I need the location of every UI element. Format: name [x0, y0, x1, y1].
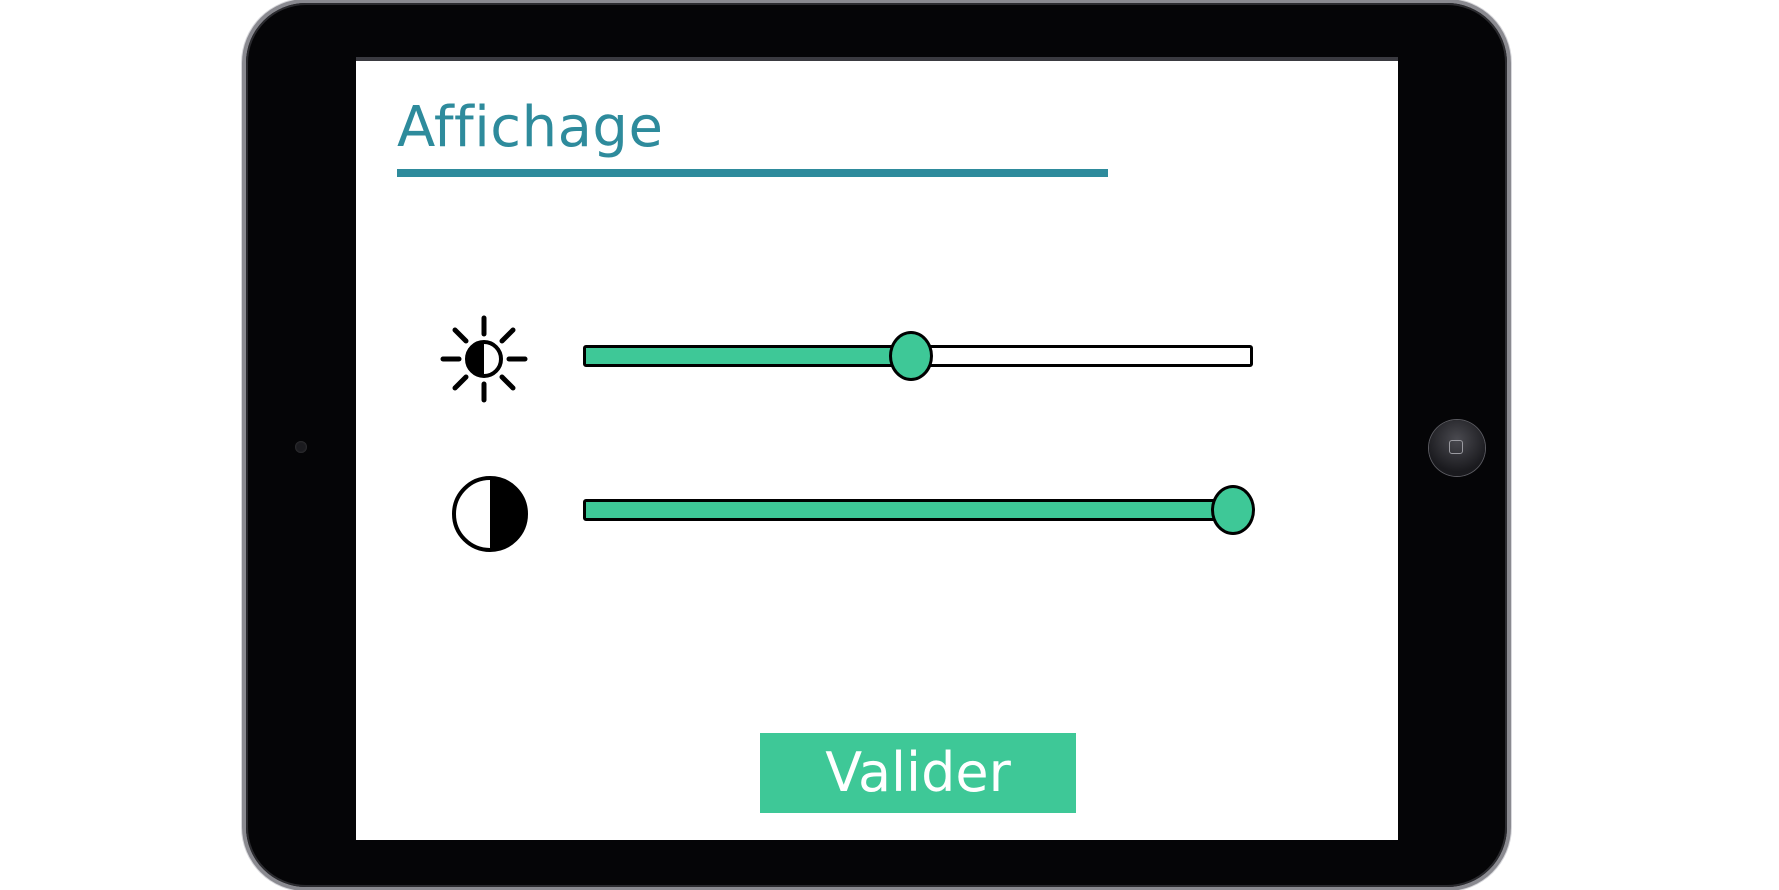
contrast-thumb[interactable] — [1210, 485, 1255, 535]
brightness-thumb[interactable] — [889, 331, 934, 381]
contrast-icon — [452, 476, 528, 552]
home-button[interactable] — [1429, 420, 1485, 476]
brightness-slider[interactable] — [583, 331, 1253, 381]
brightness-icon — [440, 315, 528, 403]
validate-button[interactable]: Valider — [760, 733, 1076, 813]
contrast-track — [583, 499, 1253, 521]
brightness-fill — [586, 348, 912, 364]
page-title: Affichage — [397, 95, 664, 160]
title-underline — [397, 169, 1108, 177]
settings-screen: Affichage — [356, 57, 1398, 840]
contrast-slider[interactable] — [583, 485, 1255, 535]
front-camera — [295, 441, 307, 453]
contrast-fill — [586, 502, 1231, 518]
home-square-icon — [1449, 440, 1463, 454]
